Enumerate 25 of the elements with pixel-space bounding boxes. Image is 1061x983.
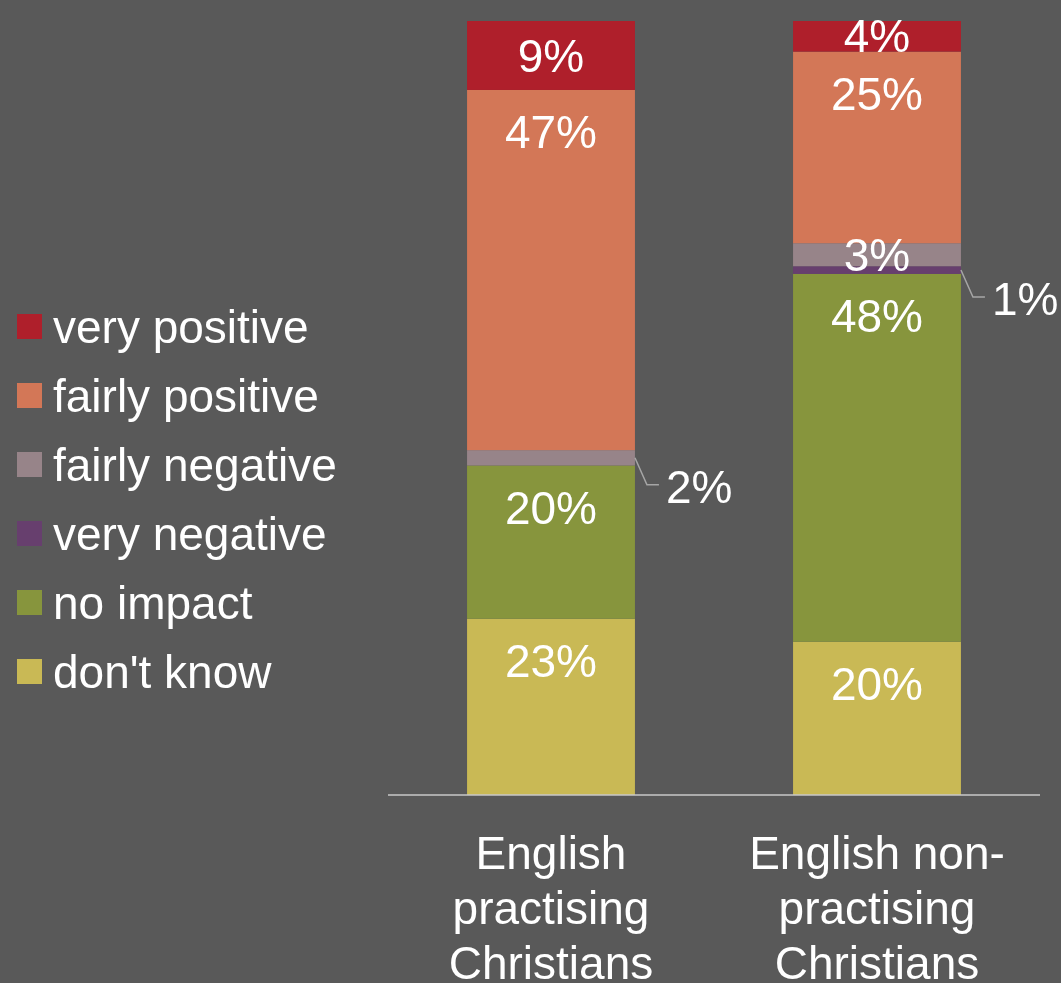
bar xyxy=(467,465,635,619)
bar xyxy=(467,618,635,795)
data-label: 4% xyxy=(843,10,911,63)
data-label: 47% xyxy=(504,106,598,159)
x-tick-label: English practising Christians xyxy=(448,827,654,983)
bar xyxy=(793,273,961,642)
data-label: 48% xyxy=(830,289,924,342)
data-label: 20% xyxy=(830,657,924,710)
legend-label: fairly positive xyxy=(53,369,319,422)
data-label: 25% xyxy=(830,67,924,120)
x-tick-label: English non-practising Christians xyxy=(749,827,1005,983)
data-label: 1% xyxy=(991,273,1059,326)
data-label: 2% xyxy=(665,460,733,513)
data-label: 23% xyxy=(504,634,598,687)
legend-label: very positive xyxy=(53,300,309,353)
legend-label: no impact xyxy=(53,576,253,629)
bar xyxy=(467,21,635,90)
legend-label: very negative xyxy=(53,507,327,560)
bar xyxy=(467,89,635,451)
bar xyxy=(467,450,635,466)
legend-label: don't know xyxy=(53,645,273,698)
data-label: 9% xyxy=(517,29,585,82)
data-label: 20% xyxy=(504,481,598,534)
bar xyxy=(793,641,961,795)
legend-label: fairly negative xyxy=(53,438,337,491)
